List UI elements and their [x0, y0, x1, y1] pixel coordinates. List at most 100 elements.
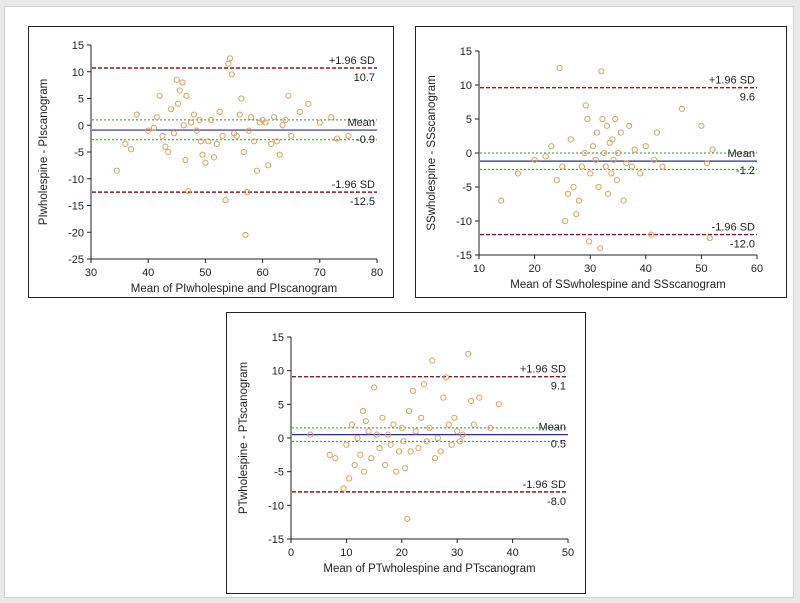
data-point — [208, 116, 215, 124]
y-tick-label: 5 — [278, 399, 284, 411]
data-point — [250, 138, 258, 145]
data-point — [601, 149, 608, 157]
reference-line-label: -1.96 SD — [712, 222, 755, 234]
chart-svg: -15 -10 -5 0 5 10 15 0 10 20 30 40 50 Mean of PTwhole… — [238, 332, 574, 575]
data-point — [498, 197, 505, 204]
x-tick-label: 50 — [695, 263, 707, 275]
data-point — [606, 139, 613, 146]
x-tick-label: 40 — [142, 267, 154, 279]
data-point — [709, 146, 716, 153]
reference-line-label: -1.96 SD — [523, 479, 566, 491]
data-point — [180, 122, 187, 129]
data-point — [426, 424, 433, 432]
y-tick-label: 5 — [78, 94, 84, 106]
data-point — [609, 136, 616, 143]
data-point — [487, 424, 494, 432]
data-point — [390, 421, 397, 428]
data-point — [226, 55, 234, 62]
y-tick-label: -10 — [68, 174, 84, 186]
y-tick-label: 5 — [466, 114, 472, 126]
data-point — [182, 156, 189, 164]
reference-line-value: -1.2 — [736, 165, 755, 177]
data-point — [595, 183, 602, 191]
data-point — [470, 421, 477, 428]
x-axis-label: Mean of SSwholespine and SSscanogram — [510, 279, 725, 291]
y-tick-label: 15 — [72, 40, 84, 52]
y-tick-label: 15 — [272, 332, 284, 344]
data-point — [404, 515, 411, 522]
data-point — [567, 136, 574, 143]
data-point — [205, 138, 212, 145]
data-point — [273, 138, 280, 145]
data-point — [623, 160, 630, 167]
data-point — [581, 149, 588, 157]
data-point — [156, 92, 163, 99]
data-point — [587, 170, 594, 177]
x-tick-label: 10 — [340, 547, 352, 559]
reference-line-value: 9.6 — [740, 92, 755, 104]
data-point — [613, 177, 620, 184]
data-point — [359, 407, 367, 415]
data-point — [578, 163, 585, 170]
data-point — [153, 114, 160, 121]
y-tick-label: -15 — [268, 534, 284, 546]
data-point — [637, 170, 644, 177]
data-point — [213, 140, 220, 148]
y-tick-label: -5 — [274, 467, 284, 479]
data-point — [598, 68, 605, 75]
data-point — [562, 217, 569, 225]
data-point — [362, 418, 369, 425]
data-point — [395, 448, 403, 455]
data-point — [429, 357, 436, 364]
data-point — [454, 428, 461, 435]
data-point — [467, 397, 475, 405]
reference-line-value: -12.5 — [350, 196, 375, 208]
data-point — [268, 140, 275, 148]
data-point — [333, 135, 341, 142]
figure-canvas: -25 -20 -15 -10 -5 0 5 10 15 30 40 50 60 70 80 Mean of … — [4, 6, 794, 598]
data-point — [373, 431, 380, 438]
data-point — [188, 119, 195, 126]
data-point — [437, 448, 444, 455]
x-tick-label: 30 — [451, 547, 463, 559]
data-point — [276, 151, 283, 158]
bland-altman-plot-pi: -25 -20 -15 -10 -5 0 5 10 15 30 40 50 60 70 80 Mean of … — [28, 26, 394, 298]
data-point — [698, 122, 705, 129]
data-point — [296, 108, 303, 115]
x-axis-label: Mean of PTwholespine and PTscanogram — [323, 563, 535, 575]
data-point — [393, 468, 400, 475]
data-point — [196, 116, 203, 124]
y-tick-label: -15 — [68, 201, 84, 213]
data-point — [245, 127, 252, 134]
data-point — [285, 92, 292, 99]
y-tick-label: 0 — [78, 120, 84, 132]
bland-altman-plot-ss: -15 -10 -5 0 5 10 15 10 20 30 40 50 60 Mean of SSwhol… — [415, 26, 787, 298]
data-point — [597, 245, 604, 252]
data-point — [642, 143, 649, 150]
data-point — [648, 231, 655, 238]
data-point — [348, 421, 356, 428]
data-point — [113, 167, 120, 174]
data-point — [133, 111, 140, 118]
data-point — [542, 153, 549, 160]
data-point — [553, 177, 560, 184]
y-tick-label: -25 — [68, 254, 84, 266]
data-point — [531, 156, 538, 163]
data-point — [242, 231, 249, 239]
x-tick-label: 60 — [751, 263, 763, 275]
data-point — [476, 394, 483, 401]
data-point — [384, 431, 392, 438]
data-point — [244, 189, 251, 196]
chart-svg: -15 -10 -5 0 5 10 15 10 20 30 40 50 60 Mean of SSwhol… — [426, 46, 763, 291]
data-point — [400, 438, 407, 445]
x-tick-label: 40 — [640, 263, 652, 275]
data-point — [265, 162, 272, 169]
data-point — [288, 132, 295, 140]
x-tick-label: 10 — [473, 263, 485, 275]
x-tick-label: 30 — [85, 267, 97, 279]
data-point — [262, 119, 269, 126]
data-point — [592, 156, 599, 163]
data-point — [407, 448, 414, 455]
data-point — [603, 122, 610, 129]
y-axis-label: SSwholespine - SSscanogram — [426, 75, 438, 230]
